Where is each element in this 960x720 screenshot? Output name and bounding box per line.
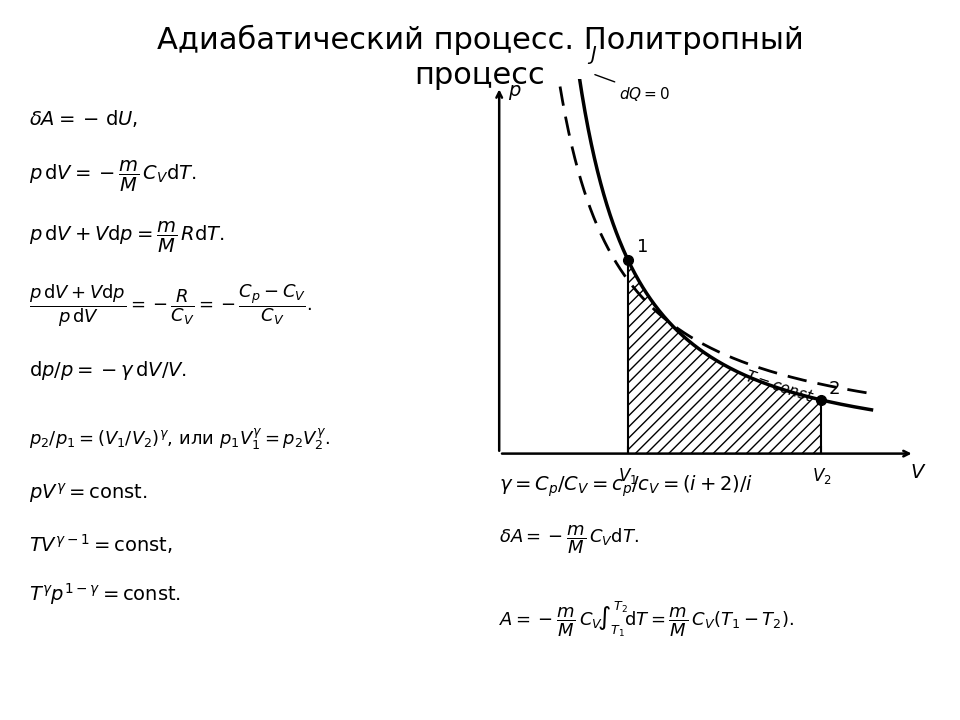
Text: $V$: $V$ xyxy=(910,463,926,482)
Text: $\dfrac{p\,\mathrm{d}V + V\mathrm{d}p}{p\,\mathrm{d}V} = -\dfrac{R}{C_V} = -\dfr: $\dfrac{p\,\mathrm{d}V + V\mathrm{d}p}{p… xyxy=(29,283,312,329)
Text: $V_2$: $V_2$ xyxy=(811,467,831,487)
Text: $p_2/p_1 = (V_1/V_2)^\gamma$, или $p_1 V_1^\gamma = p_2 V_2^\gamma.$: $p_2/p_1 = (V_1/V_2)^\gamma$, или $p_1 V… xyxy=(29,427,329,451)
Text: $\delta A = -\,\mathrm{d}U,$: $\delta A = -\,\mathrm{d}U,$ xyxy=(29,108,138,130)
Text: $pV^\gamma = \mathrm{const}.$: $pV^\gamma = \mathrm{const}.$ xyxy=(29,481,148,505)
Text: $\gamma = C_p/C_V = c_p/c_V = (i+2)/i$: $\gamma = C_p/C_V = c_p/c_V = (i+2)/i$ xyxy=(499,473,754,499)
Text: $T^\gamma p^{1-\gamma} = \mathrm{const}.$: $T^\gamma p^{1-\gamma} = \mathrm{const}.… xyxy=(29,581,180,607)
Text: $\delta A = -\dfrac{m}{M}\,C_V\mathrm{d}T.$: $\delta A = -\dfrac{m}{M}\,C_V\mathrm{d}… xyxy=(499,523,639,557)
Text: $TV^{\gamma-1} = \mathrm{const},$: $TV^{\gamma-1} = \mathrm{const},$ xyxy=(29,531,173,556)
Text: $p\,\mathrm{d}V = -\dfrac{m}{M}\,C_V\mathrm{d}T.$: $p\,\mathrm{d}V = -\dfrac{m}{M}\,C_V\mat… xyxy=(29,159,197,194)
Text: 1: 1 xyxy=(636,238,648,256)
Text: $T=const$: $T=const$ xyxy=(743,367,816,405)
Text: процесс: процесс xyxy=(415,61,545,90)
Text: $p$: $p$ xyxy=(508,83,521,102)
Text: 2: 2 xyxy=(828,380,840,398)
Text: $J$: $J$ xyxy=(587,45,597,66)
Text: $\mathrm{d}p/p = -\gamma\,\mathrm{d}V/V.$: $\mathrm{d}p/p = -\gamma\,\mathrm{d}V/V.… xyxy=(29,359,187,382)
Text: $dQ=0$: $dQ=0$ xyxy=(619,85,670,103)
Text: $V_1$: $V_1$ xyxy=(618,467,638,487)
Text: $A = -\dfrac{m}{M}\,C_V\!\int_{T_1}^{T_2}\!\mathrm{d}T = \dfrac{m}{M}\,C_V(T_1 -: $A = -\dfrac{m}{M}\,C_V\!\int_{T_1}^{T_2… xyxy=(499,600,794,639)
Text: $p\,\mathrm{d}V + V\mathrm{d}p = \dfrac{m}{M}\,R\mathrm{d}T.$: $p\,\mathrm{d}V + V\mathrm{d}p = \dfrac{… xyxy=(29,220,225,255)
Text: Адиабатический процесс. Политропный: Адиабатический процесс. Политропный xyxy=(156,25,804,55)
